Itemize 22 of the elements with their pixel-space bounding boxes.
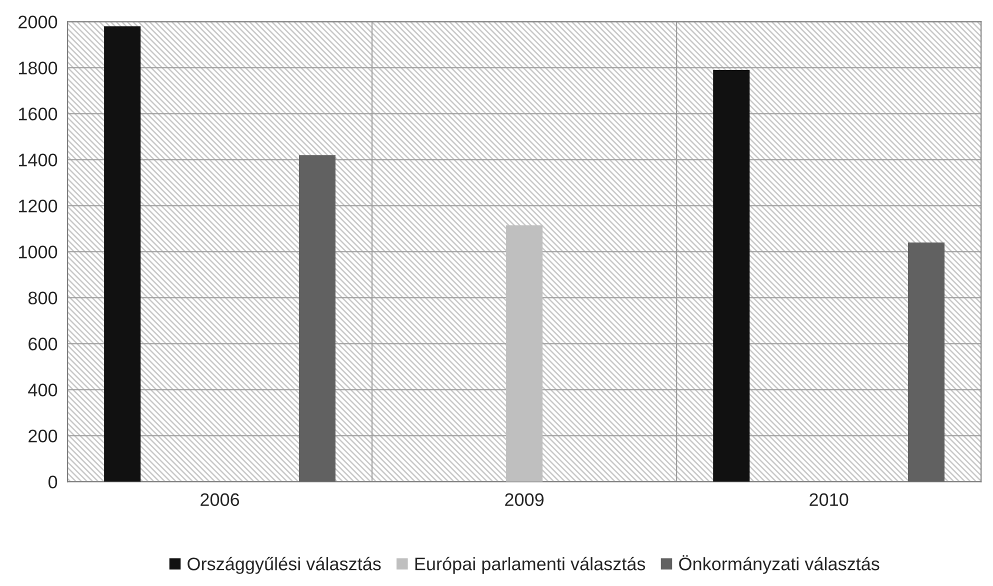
- y-tick-label: 2000: [18, 16, 58, 28]
- bar: [908, 242, 945, 482]
- bar: [506, 225, 543, 482]
- y-tick-label: 600: [28, 338, 58, 350]
- bar: [104, 26, 141, 482]
- y-tick-label: 0: [48, 476, 58, 488]
- y-tick-label: 1200: [19, 200, 58, 212]
- x-tick-label: 2009: [505, 493, 544, 506]
- bar: [298, 155, 336, 482]
- legend-label: Országgyűlési választás: [188, 556, 381, 574]
- x-tick-label: 2006: [200, 493, 240, 506]
- bar: [713, 70, 750, 482]
- y-tick-label: 1600: [19, 108, 58, 120]
- y-tick-label: 800: [28, 292, 58, 304]
- y-tick-label: 1400: [19, 154, 58, 166]
- y-tick-label: 200: [28, 430, 58, 442]
- y-tick-label: 1000: [19, 246, 58, 258]
- legend-label: Önkormányzati választás: [679, 555, 880, 574]
- x-tick-label: 2010: [810, 493, 848, 506]
- y-tick-label: 1800: [19, 62, 58, 74]
- y-tick-label: 400: [28, 384, 58, 396]
- legend-label: Európai parlamenti választás: [415, 556, 646, 574]
